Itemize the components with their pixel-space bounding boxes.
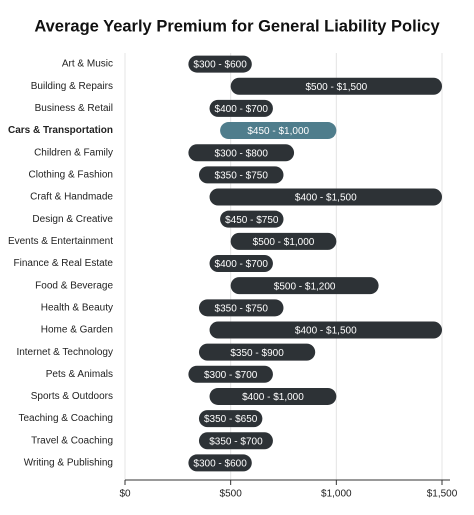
- y-tick-label: Finance & Real Estate: [14, 258, 114, 269]
- y-tick-label: Design & Creative: [32, 214, 113, 225]
- y-tick-label: Building & Repairs: [31, 81, 113, 92]
- value-label: $450 - $1,000: [247, 126, 309, 137]
- y-tick-label: Art & Music: [62, 59, 113, 70]
- x-tick-label: $1,000: [321, 489, 352, 500]
- y-tick-label: Business & Retail: [35, 103, 113, 114]
- value-label: $300 - $600: [193, 459, 247, 470]
- y-tick-label: Writing & Publishing: [24, 458, 113, 469]
- bar: [188, 55, 252, 73]
- value-label: $350 - $700: [209, 436, 263, 447]
- y-tick-label: Craft & Handmade: [30, 192, 113, 203]
- value-label: $300 - $800: [215, 148, 269, 159]
- chart-title: Average Yearly Premium for General Liabi…: [34, 17, 440, 35]
- bar: [230, 77, 442, 95]
- y-tick-label: Home & Garden: [41, 325, 113, 336]
- value-label: $400 - $700: [215, 259, 269, 270]
- y-tick-label: Pets & Animals: [46, 369, 113, 380]
- bar: [188, 365, 273, 383]
- y-tick-label: Travel & Coaching: [31, 435, 113, 446]
- value-label: $500 - $1,200: [274, 281, 336, 292]
- value-label: $400 - $1,000: [242, 392, 304, 403]
- value-label: $450 - $750: [225, 215, 279, 226]
- x-tick-label: $1,500: [427, 489, 458, 500]
- bar: [209, 387, 337, 405]
- bar: [230, 232, 337, 250]
- y-tick-label: Cars & Transportation: [8, 125, 113, 136]
- value-label: $350 - $750: [215, 303, 269, 314]
- y-tick-label: Events & Entertainment: [8, 236, 113, 247]
- value-label: $400 - $1,500: [295, 326, 357, 337]
- bar: [220, 210, 284, 228]
- value-label: $400 - $700: [215, 104, 269, 115]
- bar: [188, 144, 295, 162]
- bar: [209, 99, 273, 117]
- value-label: $350 - $750: [215, 171, 269, 182]
- value-label: $500 - $1,000: [253, 237, 315, 248]
- bar: [188, 454, 252, 472]
- bar: [209, 188, 442, 206]
- x-tick-label: $0: [119, 489, 131, 500]
- x-tick-label: $500: [220, 489, 243, 500]
- bar: [209, 255, 273, 272]
- value-label: $400 - $1,500: [295, 193, 357, 204]
- value-label: $300 - $600: [193, 60, 247, 71]
- bar: [209, 321, 442, 339]
- value-label: $500 - $1,500: [305, 82, 367, 93]
- y-tick-label: Internet & Technology: [16, 347, 113, 358]
- value-label: $350 - $900: [230, 348, 284, 359]
- value-label: $300 - $700: [204, 370, 258, 381]
- y-tick-label: Health & Beauty: [41, 302, 113, 313]
- value-label: $350 - $650: [204, 414, 258, 425]
- bar: [198, 432, 273, 450]
- bar: [198, 410, 263, 428]
- bar: [198, 166, 284, 184]
- y-tick-label: Sports & Outdoors: [31, 391, 113, 402]
- y-tick-label: Children & Family: [34, 147, 113, 158]
- bar: [220, 122, 337, 140]
- bar: [198, 299, 284, 317]
- y-tick-label: Teaching & Coaching: [18, 413, 113, 424]
- bar: [198, 343, 316, 361]
- y-tick-label: Clothing & Fashion: [29, 170, 114, 181]
- bar: [230, 277, 379, 295]
- y-tick-label: Food & Beverage: [35, 280, 113, 291]
